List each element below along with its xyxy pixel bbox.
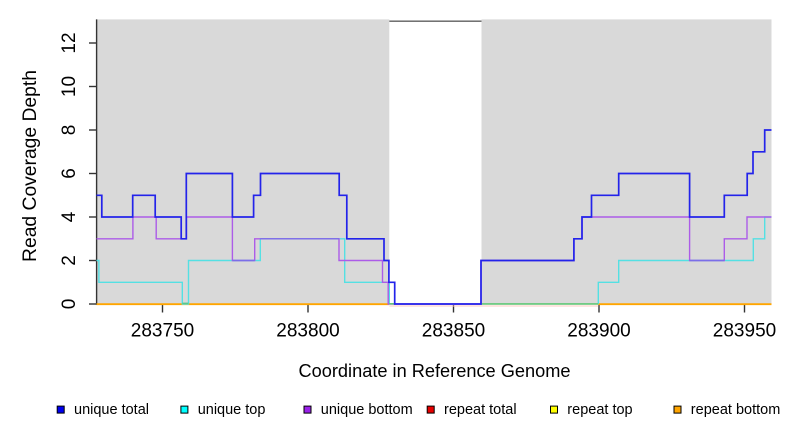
svg-text:283800: 283800 <box>276 321 339 342</box>
svg-text:0: 0 <box>59 299 80 310</box>
svg-text:Coordinate in Reference Genome: Coordinate in Reference Genome <box>299 361 571 381</box>
svg-text:283900: 283900 <box>567 321 630 342</box>
svg-text:repeat bottom: repeat bottom <box>691 402 780 418</box>
svg-text:Read Coverage Depth: Read Coverage Depth <box>20 70 41 262</box>
svg-text:repeat total: repeat total <box>444 402 517 418</box>
svg-text:283750: 283750 <box>131 321 194 342</box>
svg-text:4: 4 <box>59 211 80 222</box>
svg-text:unique bottom: unique bottom <box>321 402 413 418</box>
svg-text:12: 12 <box>59 32 80 53</box>
svg-text:repeat top: repeat top <box>567 402 632 418</box>
svg-text:unique top: unique top <box>198 402 266 418</box>
svg-text:283950: 283950 <box>713 321 776 342</box>
svg-text:2: 2 <box>59 255 80 266</box>
svg-text:unique total: unique total <box>74 402 149 418</box>
svg-text:10: 10 <box>59 76 80 97</box>
svg-text:283850: 283850 <box>422 321 485 342</box>
svg-text:6: 6 <box>59 168 80 179</box>
svg-text:8: 8 <box>59 125 80 136</box>
